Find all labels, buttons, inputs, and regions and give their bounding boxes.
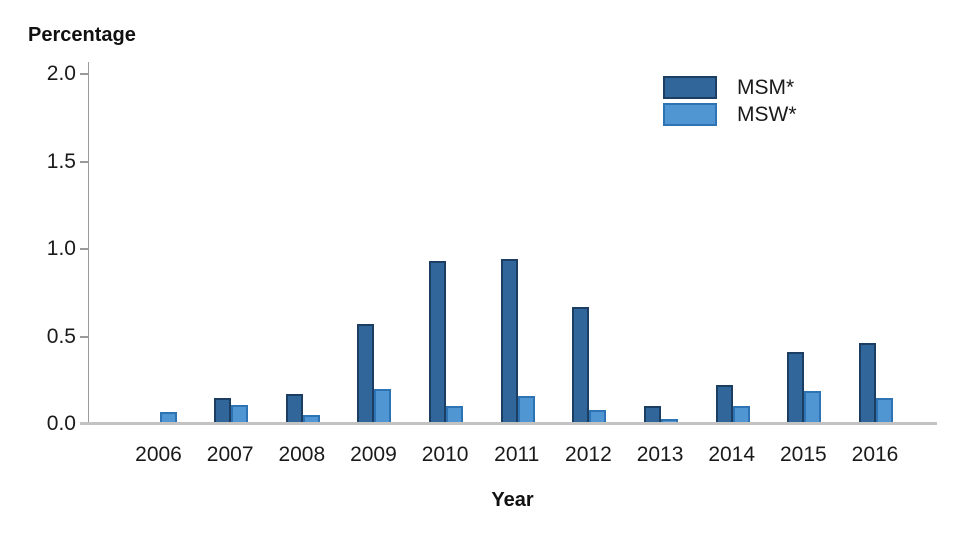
x-tick-label-2014: 2014 — [708, 443, 756, 466]
bar-msm-2013 — [644, 406, 662, 424]
x-tick-label-2011: 2011 — [494, 443, 540, 466]
y-tick-label-0.5: 0.5 — [46, 324, 76, 348]
bar-msm-2014 — [715, 385, 733, 424]
x-tick-label-2010: 2010 — [421, 443, 469, 466]
legend-swatch-msw — [663, 103, 717, 126]
y-tick-label-2.0: 2.0 — [46, 62, 76, 85]
x-tick-label-2012: 2012 — [565, 443, 612, 466]
x-tick-label-2009: 2009 — [350, 443, 397, 466]
x-axis-title: Year — [491, 489, 534, 511]
y-axis-line — [88, 62, 89, 424]
x-tick-label-2007: 2007 — [206, 443, 254, 466]
bar-msw-2012 — [589, 410, 607, 424]
legend-swatch-msm — [663, 76, 717, 99]
legend-item-msw: MSW* — [663, 103, 797, 126]
bar-msm-2012 — [572, 307, 590, 424]
legend: MSM* MSW* — [663, 76, 797, 130]
y-tick-mark-0.5 — [80, 335, 89, 338]
x-axis-line — [80, 422, 937, 425]
y-tick-mark-1.5 — [80, 160, 89, 163]
bar-msm-2011 — [500, 259, 518, 424]
x-tick-label-2008: 2008 — [278, 443, 326, 466]
x-tick-label-2015: 2015 — [779, 443, 827, 466]
bar-msm-2007 — [214, 398, 232, 424]
bar-msw-2011 — [517, 396, 535, 424]
bar-msw-2016 — [876, 398, 893, 424]
y-tick-mark-1.0 — [80, 248, 89, 250]
legend-item-msm: MSM* — [663, 76, 797, 99]
bar-msw-2010 — [446, 406, 464, 424]
bar-msm-2010 — [429, 261, 447, 424]
bar-msm-2009 — [357, 324, 375, 424]
legend-label-msw: MSW* — [737, 102, 797, 126]
bar-msm-2016 — [859, 343, 876, 424]
bar-msm-2015 — [787, 352, 805, 424]
y-tick-label-0.0: 0.0 — [46, 412, 76, 435]
bar-msw-2008 — [302, 415, 320, 424]
bar-msw-2014 — [732, 406, 750, 424]
y-tick-label-1.0: 1.0 — [46, 237, 76, 260]
x-tick-label-2016: 2016 — [851, 443, 899, 466]
bar-msw-2013 — [661, 419, 679, 424]
y-tick-mark-2.0 — [80, 73, 89, 75]
bar-msw-2007 — [231, 405, 249, 424]
bar-msm-2008 — [285, 394, 303, 424]
x-tick-label-2013: 2013 — [636, 443, 684, 466]
y-axis-title: Percentage — [28, 24, 136, 46]
bar-msw-2009 — [374, 389, 392, 424]
x-tick-label-2006: 2006 — [135, 443, 182, 466]
bar-msw-2006 — [159, 412, 177, 424]
y-tick-label-1.5: 1.5 — [46, 149, 76, 173]
bar-msw-2015 — [804, 391, 822, 424]
legend-label-msm: MSM* — [737, 75, 795, 99]
